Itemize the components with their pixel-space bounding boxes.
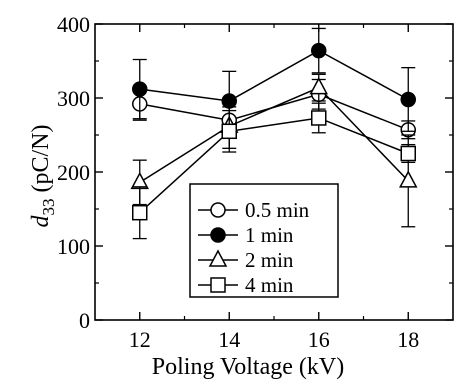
tick-labels: 12 14 16 18 0 100 200 300 400	[57, 12, 419, 352]
y-tick-label: 300	[57, 86, 90, 111]
x-tick-label: 14	[218, 327, 240, 352]
axis-ticks	[95, 23, 453, 321]
data-point	[400, 91, 416, 108]
series-layer	[130, 27, 418, 240]
x-axis-label: Poling Voltage (kV)	[152, 354, 344, 380]
y-tick-label: 100	[57, 234, 90, 259]
legend-label: 4 min	[245, 273, 294, 297]
data-point	[309, 77, 328, 95]
legend-label: 1 min	[245, 223, 294, 247]
x-tick-label: 16	[308, 327, 330, 352]
legend-marker	[210, 277, 226, 293]
y-axis-label-unit: (pC/N)	[28, 125, 54, 199]
data-point	[400, 145, 416, 162]
data-point	[132, 81, 148, 97]
x-tick-label: 12	[129, 327, 151, 352]
data-point	[399, 170, 418, 188]
y-axis-label: d33 (pC/N)	[28, 125, 58, 228]
data-point	[221, 123, 237, 140]
data-point	[132, 204, 148, 221]
series-4-min	[132, 102, 416, 240]
legend-marker	[210, 227, 226, 243]
data-point	[311, 110, 327, 126]
data-point	[311, 42, 327, 59]
series-line	[139, 49, 409, 102]
legend-marker	[208, 249, 228, 267]
legend-marker	[210, 202, 226, 218]
series-1-min	[132, 27, 416, 132]
y-tick-label: 0	[79, 308, 90, 333]
x-tick-label: 18	[397, 327, 419, 352]
y-tick-label: 200	[57, 160, 90, 185]
series-0-5-min	[132, 78, 416, 140]
y-tick-label: 400	[57, 12, 90, 37]
y-axis-label-subscript: 33	[39, 199, 58, 216]
series-line	[139, 86, 409, 183]
data-point	[130, 171, 149, 190]
series-line	[139, 117, 409, 214]
y-axis-label-symbol: d	[28, 215, 54, 228]
legend-label: 0.5 min	[245, 198, 310, 222]
legend-label: 2 min	[245, 248, 294, 272]
